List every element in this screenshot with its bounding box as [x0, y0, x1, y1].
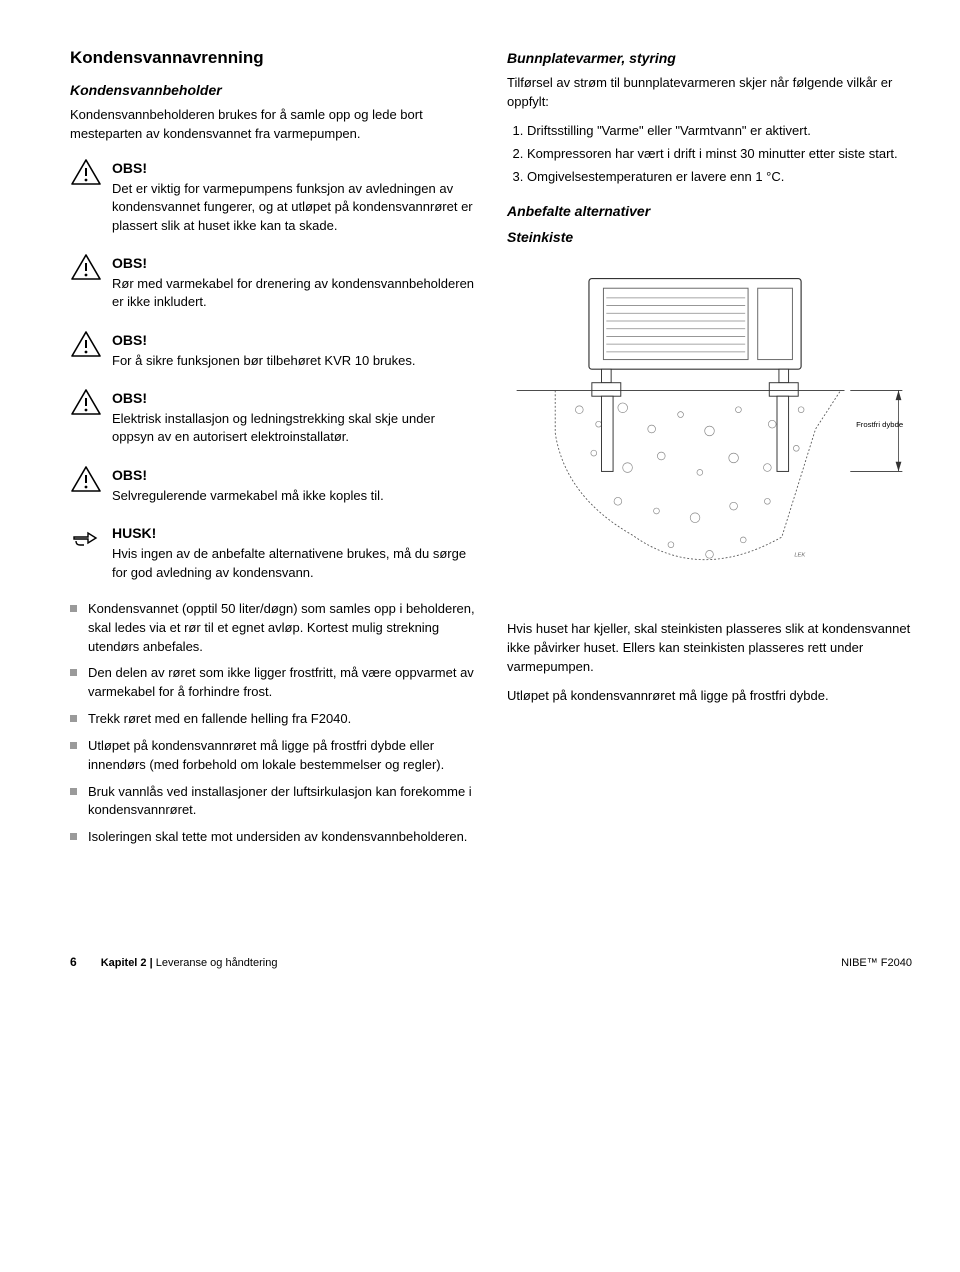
intro-paragraph: Kondensvannbeholderen brukes for å samle… — [70, 106, 475, 144]
warning-triangle-icon — [70, 465, 102, 493]
bullet-item: Trekk røret med en fallende helling fra … — [70, 710, 475, 729]
diagram-small-label: LEK — [794, 552, 806, 558]
bullet-item: Kondensvannet (opptil 50 liter/døgn) som… — [70, 600, 475, 657]
subheading-steinkiste: Steinkiste — [507, 227, 912, 247]
right-p1: Hvis huset har kjeller, skal steinkisten… — [507, 620, 912, 677]
warning-triangle-icon — [70, 330, 102, 358]
page: Kondensvannavrenning Kondensvannbeholder… — [0, 0, 960, 999]
bullet-item: Isoleringen skal tette mot undersiden av… — [70, 828, 475, 847]
footer-left: 6 Kapitel 2 | Leveranse og håndtering — [70, 955, 277, 969]
callout-title: OBS! — [112, 253, 475, 273]
callout-text: Hvis ingen av de anbefalte alternativene… — [112, 545, 475, 581]
condition-item: Omgivelsestemperaturen er lavere enn 1 °… — [527, 168, 912, 187]
conditions-list: Driftsstilling "Varme" eller "Varmtvann"… — [507, 122, 912, 187]
section-heading: Kondensvannavrenning — [70, 48, 475, 68]
warning-triangle-icon — [70, 388, 102, 416]
bullet-list: Kondensvannet (opptil 50 liter/døgn) som… — [70, 600, 475, 847]
callout: HUSK!Hvis ingen av de anbefalte alternat… — [70, 523, 475, 582]
callout-text: For å sikre funksjonen bør tilbehøret KV… — [112, 352, 475, 370]
bullet-item: Utløpet på kondensvannrøret må ligge på … — [70, 737, 475, 775]
footer-chapter: Kapitel 2 | Leveranse og håndtering — [101, 957, 278, 969]
callout-title: OBS! — [112, 388, 475, 408]
callout-title: HUSK! — [112, 523, 475, 543]
pointing-hand-icon — [70, 523, 102, 551]
bullet-item: Bruk vannlås ved installasjoner der luft… — [70, 783, 475, 821]
subheading-kondensvannbeholder: Kondensvannbeholder — [70, 80, 475, 100]
right-column: Bunnplatevarmer, styring Tilførsel av st… — [507, 48, 912, 855]
callout-title: OBS! — [112, 330, 475, 350]
callout: OBS!Elektrisk installasjon og ledningstr… — [70, 388, 475, 447]
right-p2: Utløpet på kondensvannrøret må ligge på … — [507, 687, 912, 706]
callout: OBS!Rør med varmekabel for drenering av … — [70, 253, 475, 312]
callout-text: Selvregulerende varmekabel må ikke kople… — [112, 487, 475, 505]
callout-text: Rør med varmekabel for drenering av kond… — [112, 275, 475, 311]
callout-title: OBS! — [112, 465, 475, 485]
footer-chapter-title: Leveranse og håndtering — [156, 957, 278, 969]
footer-right: NIBE™ F2040 — [841, 957, 912, 969]
two-column-layout: Kondensvannavrenning Kondensvannbeholder… — [70, 48, 912, 855]
callout-title: OBS! — [112, 158, 475, 178]
page-number: 6 — [70, 955, 77, 969]
warning-triangle-icon — [70, 158, 102, 186]
callout: OBS! For å sikre funksjonen bør tilbehøre… — [70, 330, 475, 370]
subheading-anbefalte: Anbefalte alternativer — [507, 201, 912, 221]
left-column: Kondensvannavrenning Kondensvannbeholder… — [70, 48, 475, 855]
footer-chapter-label: Kapitel 2 | — [101, 957, 153, 969]
callout: OBS! Selvregulerende varmekabel må ikke k… — [70, 465, 475, 505]
diagram-depth-label: Frostfri dybde — [856, 420, 903, 429]
warning-triangle-icon — [70, 253, 102, 281]
bullet-item: Den delen av røret som ikke ligger frost… — [70, 664, 475, 702]
steinkiste-diagram: Frostfri dybde LEK — [507, 259, 912, 599]
callout-text: Det er viktig for varmepumpens funksjon … — [112, 180, 475, 235]
condition-item: Kompressoren har vært i drift i minst 30… — [527, 145, 912, 164]
callout: OBS!Det er viktig for varmepumpens funks… — [70, 158, 475, 235]
condition-item: Driftsstilling "Varme" eller "Varmtvann"… — [527, 122, 912, 141]
callout-text: Elektrisk installasjon og ledningstrekki… — [112, 410, 475, 446]
page-footer: 6 Kapitel 2 | Leveranse og håndtering NI… — [70, 955, 912, 969]
subheading-bunnplatevarmer: Bunnplatevarmer, styring — [507, 48, 912, 68]
right-intro: Tilførsel av strøm til bunnplatevarmeren… — [507, 74, 912, 112]
